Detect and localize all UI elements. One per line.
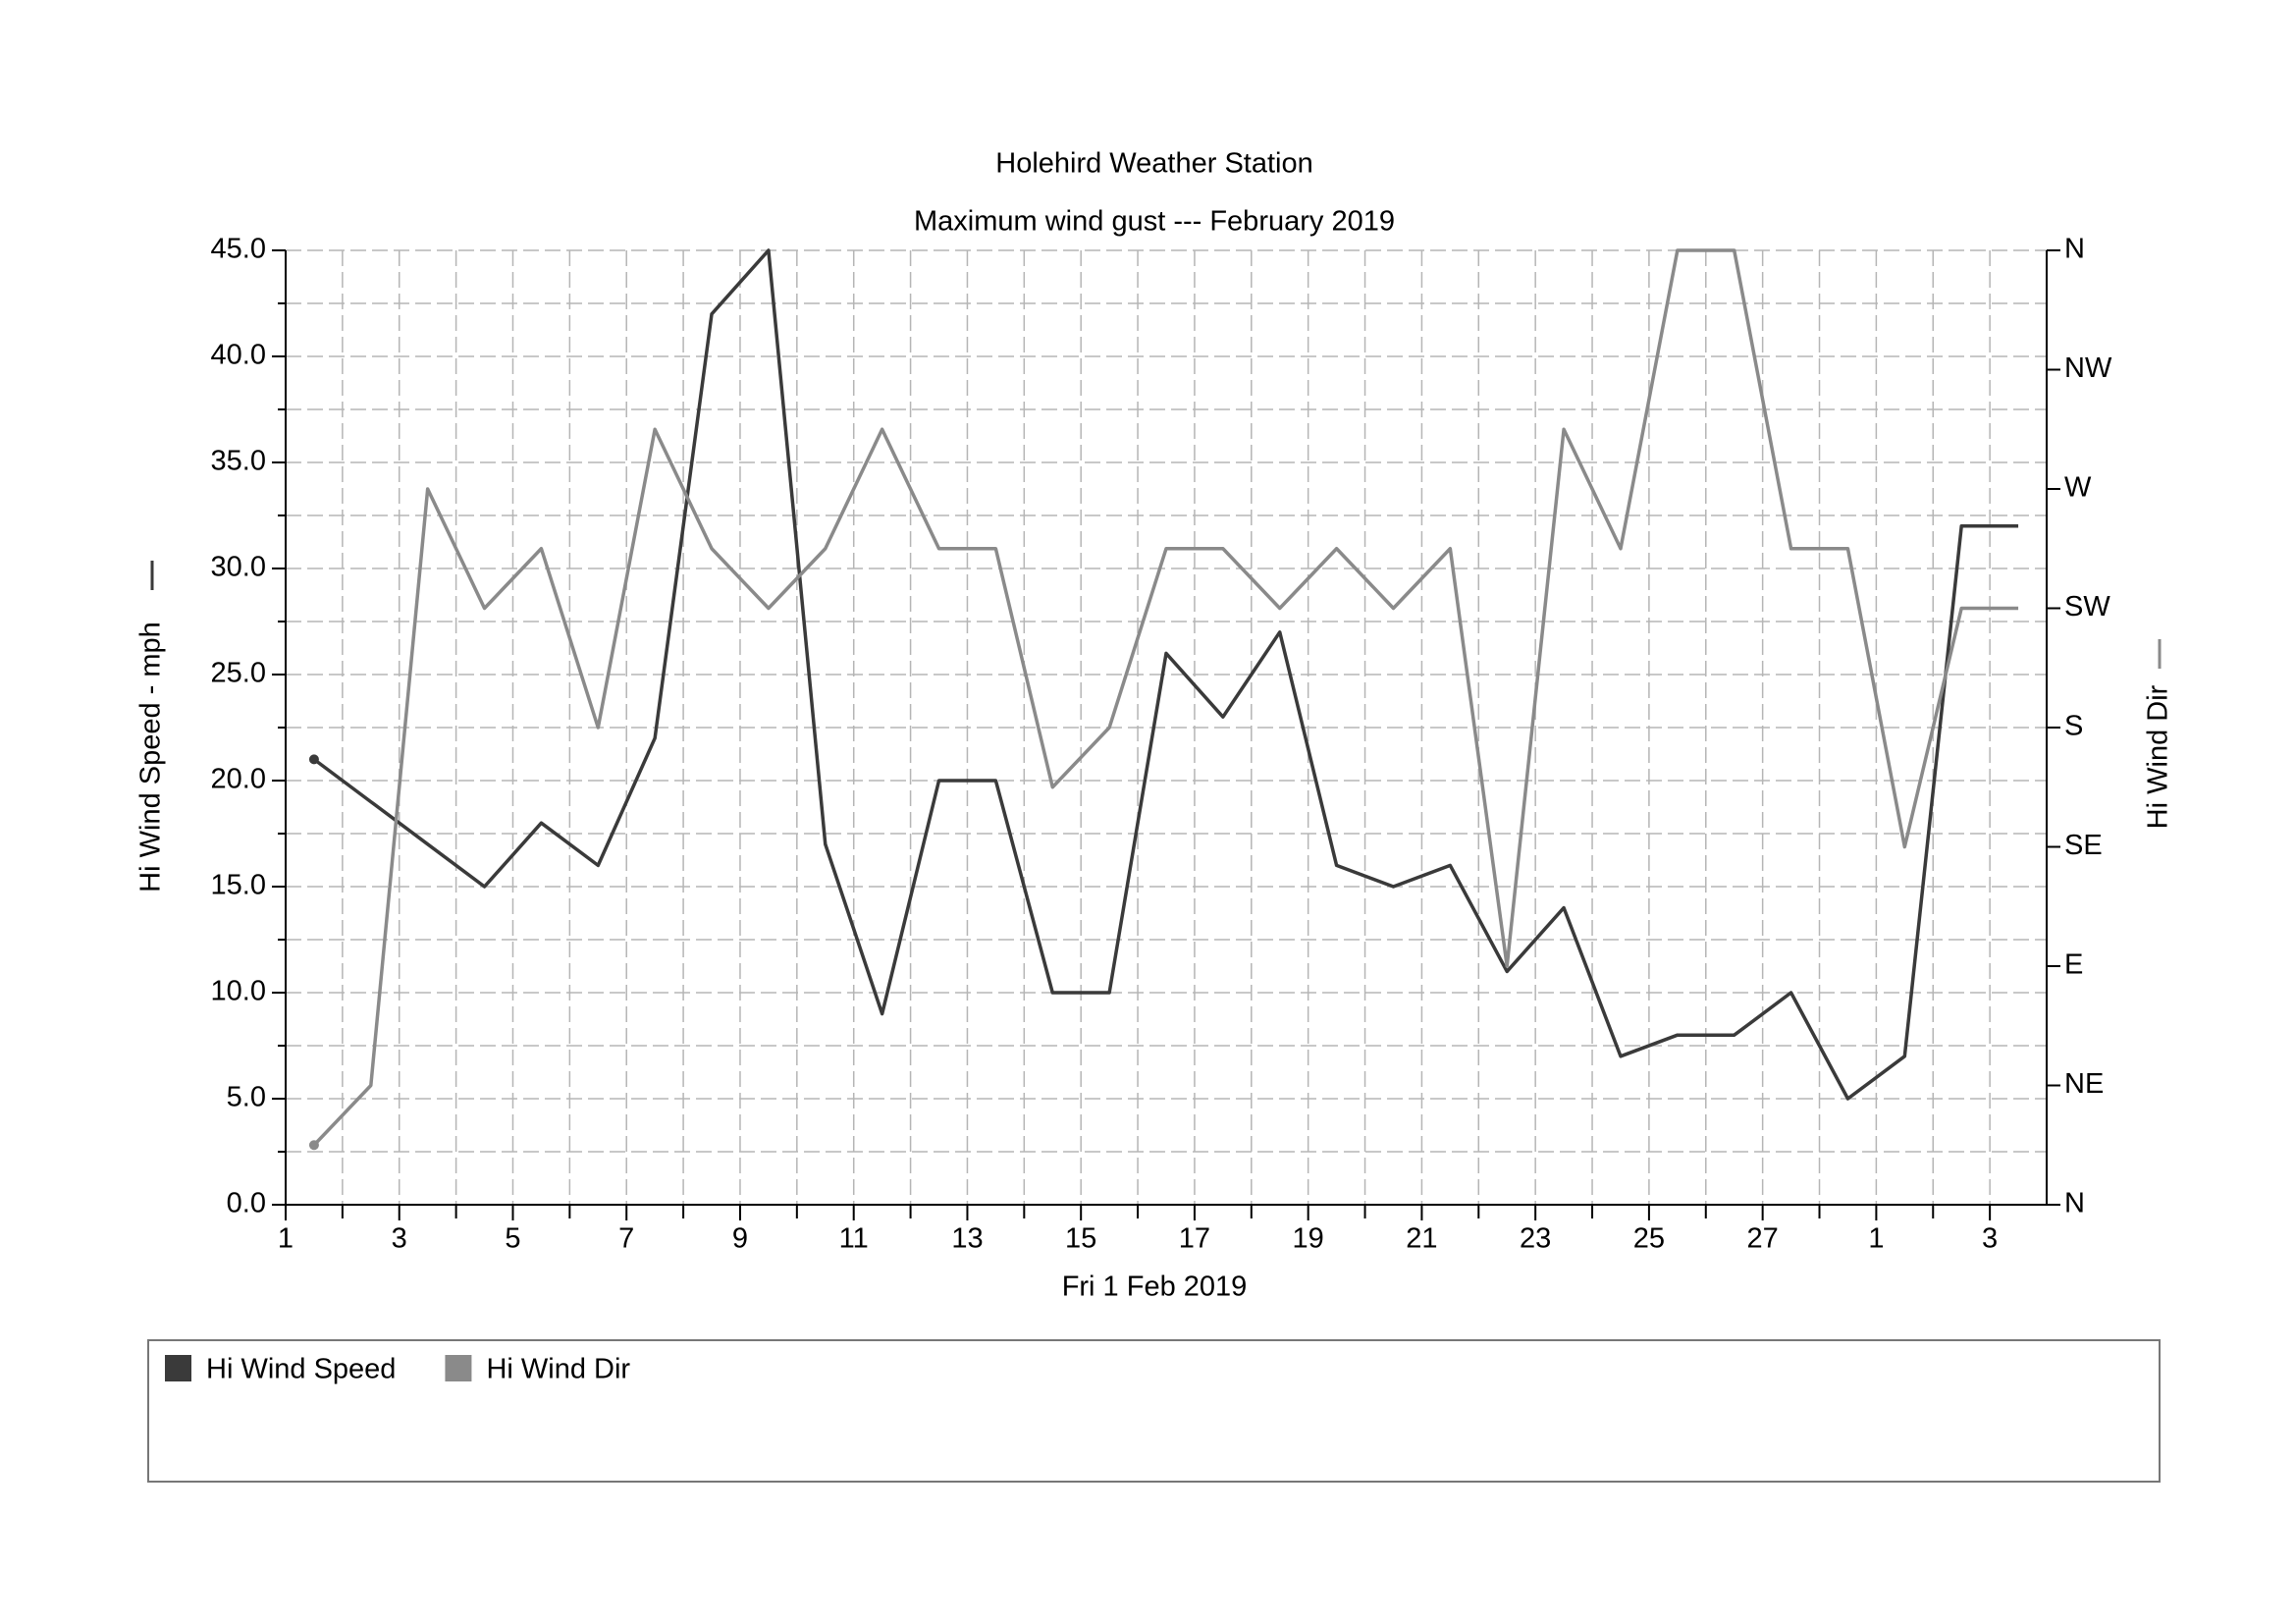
y-tick-label: 10.0: [211, 976, 266, 1007]
y2-axis-title: Hi Wind Dir: [2143, 639, 2174, 829]
x-tick-label: 13: [951, 1223, 983, 1255]
series-start-marker: [308, 754, 319, 765]
series-line: [312, 248, 2019, 1147]
y2-tick-label: W: [2064, 472, 2092, 504]
y2-tick-label: NW: [2064, 352, 2112, 384]
y-tick-label: 40.0: [211, 340, 266, 371]
y-tick-label: 25.0: [211, 658, 266, 689]
x-tick-label: 27: [1747, 1223, 1779, 1255]
y-tick-label: 15.0: [211, 870, 266, 901]
x-tick-label: 3: [1982, 1223, 1998, 1255]
y2-tick-label: N: [2064, 1188, 2085, 1219]
x-tick-label: 21: [1406, 1223, 1437, 1255]
y-tick-label: 30.0: [211, 552, 266, 583]
y2-tick-label: NE: [2064, 1068, 2104, 1100]
y-axis-label: Hi Wind Speed - mph: [135, 622, 167, 893]
x-tick-label: 17: [1179, 1223, 1210, 1255]
x-tick-label: 1: [278, 1223, 294, 1255]
y-tick-label: 20.0: [211, 764, 266, 795]
series-line: [312, 248, 2019, 1101]
chart-title: Holehird Weather Station: [995, 148, 1312, 180]
y2-tick-label: SE: [2064, 830, 2103, 861]
x-tick-label: 3: [392, 1223, 407, 1255]
x-tick-label: 5: [505, 1223, 520, 1255]
x-tick-label: 23: [1520, 1223, 1551, 1255]
legend-label: Hi Wind Speed: [206, 1354, 396, 1385]
x-tick-label: 11: [839, 1223, 869, 1255]
y-axis-title: Hi Wind Speed - mph: [135, 561, 167, 893]
x-tick-label: 25: [1633, 1223, 1665, 1255]
y2-tick-label: SW: [2064, 591, 2110, 622]
y2-tick-label: S: [2064, 711, 2083, 742]
x-tick-label: 7: [618, 1223, 634, 1255]
legend-label: Hi Wind Dir: [486, 1354, 630, 1385]
x-tick-label: 19: [1293, 1223, 1324, 1255]
x-tick-label: 9: [732, 1223, 748, 1255]
y-tick-label: 5.0: [227, 1082, 266, 1113]
y-tick-label: 0.0: [227, 1188, 266, 1219]
y2-tick-label: E: [2064, 949, 2083, 981]
chart-subtitle: Maximum wind gust --- February 2019: [914, 206, 1395, 238]
legend-swatch: [165, 1355, 191, 1381]
legend-swatch: [445, 1355, 472, 1381]
series-start-marker: [308, 1140, 319, 1151]
x-tick-label: 1: [1868, 1223, 1884, 1255]
x-tick-label: 15: [1065, 1223, 1096, 1255]
y2-tick-label: N: [2064, 234, 2085, 265]
legend-box: [147, 1339, 2161, 1483]
x-axis-label: Fri 1 Feb 2019: [1062, 1271, 1248, 1303]
y-tick-label: 35.0: [211, 446, 266, 477]
y2-axis-label: Hi Wind Dir: [2143, 684, 2174, 829]
y-tick-label: 45.0: [211, 234, 266, 265]
